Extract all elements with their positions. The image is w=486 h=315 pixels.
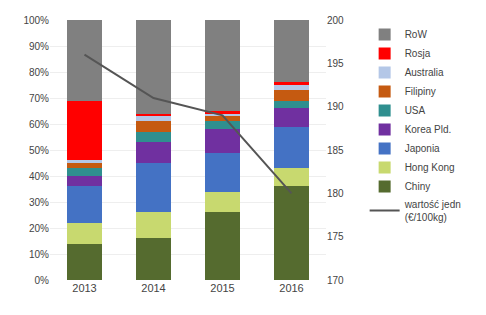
svg-text:wartość jedn(€/100kg): wartość jedn(€/100kg) [404, 199, 461, 223]
svg-text:60%: 60% [29, 119, 49, 130]
svg-text:Australia: Australia [405, 67, 444, 78]
svg-text:2013: 2013 [72, 282, 96, 294]
svg-text:USA: USA [405, 105, 426, 116]
svg-text:2014: 2014 [141, 282, 165, 294]
svg-text:40%: 40% [29, 171, 49, 182]
svg-text:80%: 80% [29, 67, 49, 78]
svg-text:30%: 30% [29, 197, 49, 208]
svg-text:70%: 70% [29, 93, 49, 104]
svg-text:170: 170 [327, 275, 344, 286]
svg-text:Korea Pld.: Korea Pld. [405, 124, 452, 135]
svg-text:Japonia: Japonia [405, 143, 440, 154]
svg-text:200: 200 [327, 15, 344, 26]
svg-text:2015: 2015 [210, 282, 234, 294]
svg-text:180: 180 [327, 188, 344, 199]
svg-text:Filipiny: Filipiny [405, 86, 436, 97]
svg-text:Rosja: Rosja [405, 48, 431, 59]
svg-text:2016: 2016 [279, 282, 303, 294]
svg-text:190: 190 [327, 101, 344, 112]
svg-text:185: 185 [327, 145, 344, 156]
svg-text:50%: 50% [29, 145, 49, 156]
svg-text:Hong Kong: Hong Kong [405, 162, 455, 173]
svg-text:195: 195 [327, 58, 344, 69]
svg-text:RoW: RoW [405, 29, 428, 40]
svg-text:10%: 10% [29, 249, 49, 260]
svg-text:100%: 100% [23, 15, 49, 26]
svg-text:20%: 20% [29, 223, 49, 234]
svg-text:0%: 0% [35, 275, 50, 286]
svg-text:Chiny: Chiny [405, 181, 431, 192]
svg-text:175: 175 [327, 231, 344, 242]
svg-text:90%: 90% [29, 41, 49, 52]
